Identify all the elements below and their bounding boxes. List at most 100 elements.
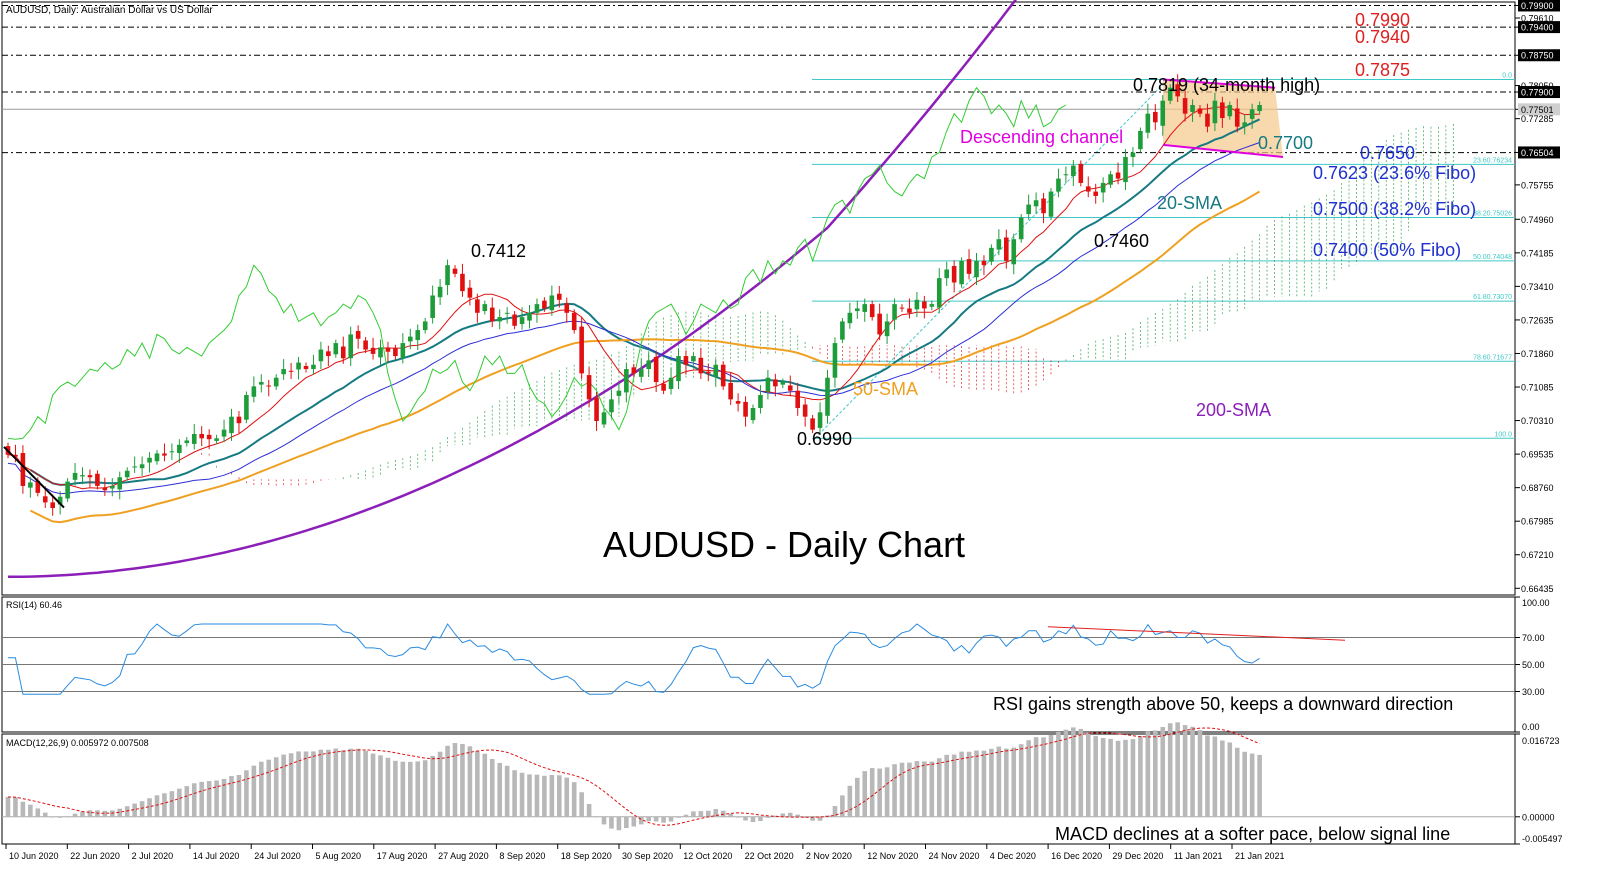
candle-body <box>825 377 830 416</box>
candle-body <box>1227 105 1233 117</box>
macd-bar <box>1257 754 1262 817</box>
macd-bar <box>497 762 502 817</box>
candle-body <box>1197 108 1203 114</box>
macd-signal-line <box>7 727 1260 826</box>
candle-body <box>1220 102 1225 119</box>
candle-body <box>877 313 882 335</box>
macd-bar <box>1220 740 1225 817</box>
date-label: 29 Dec 2020 <box>1112 851 1163 861</box>
candle-body <box>1078 163 1084 183</box>
candle-body <box>1018 217 1024 240</box>
macd-bar <box>1100 737 1106 817</box>
candle-body <box>512 314 517 326</box>
candle-body <box>13 454 18 457</box>
candle-body <box>296 362 301 370</box>
candle-body <box>42 496 48 503</box>
candle-body <box>1011 239 1017 265</box>
price-tick-label: 0.77501 <box>1521 105 1554 115</box>
price-tick-label: 0.79610 <box>1521 14 1554 24</box>
candle-body <box>57 496 63 505</box>
macd-bar <box>393 760 398 817</box>
candle-body <box>1056 178 1061 192</box>
macd-bar <box>110 810 115 817</box>
fibo-label: 100.0 <box>1494 431 1512 438</box>
macd-bar <box>214 780 219 817</box>
sma200-label: 200-SMA <box>1196 400 1271 420</box>
macd-bar <box>1004 748 1009 817</box>
candle-body <box>840 321 845 340</box>
rsi-tick-label: 100.00 <box>1522 598 1550 608</box>
candle-body <box>631 367 637 374</box>
macd-bar <box>780 813 786 817</box>
macd-bar <box>847 785 853 817</box>
candle-body <box>817 412 823 428</box>
macd-bar <box>460 743 465 817</box>
macd-header: MACD(12,26,9) 0.005972 0.007508 <box>6 738 149 748</box>
candle-body <box>601 412 607 425</box>
candle-body <box>743 401 748 417</box>
candle-body <box>154 453 160 462</box>
candle-body <box>691 356 696 362</box>
candle-body <box>638 369 644 377</box>
macd-bar <box>191 783 197 817</box>
date-label: 12 Nov 2020 <box>867 851 918 861</box>
macd-bar <box>378 755 383 817</box>
macd-bar <box>385 757 391 817</box>
candle-body <box>393 348 398 357</box>
candle-body <box>206 434 212 440</box>
fibo-label: 50.00.74048 <box>1473 254 1512 261</box>
macd-bar <box>452 743 458 817</box>
candle-body <box>259 382 264 385</box>
macd-bar <box>557 775 562 817</box>
price-tick-label: 0.72635 <box>1521 315 1554 325</box>
macd-bar <box>512 770 517 817</box>
candle-body <box>1182 98 1188 114</box>
candle-body <box>20 453 26 486</box>
fibo-label: 38.20.75026 <box>1473 211 1512 218</box>
macd-bar <box>706 810 711 817</box>
date-label: 22 Oct 2020 <box>745 851 794 861</box>
macd-bar <box>1018 744 1024 817</box>
candle-body <box>311 364 316 370</box>
candle-body <box>981 260 987 266</box>
macd-bar <box>631 816 637 827</box>
candle-body <box>214 438 219 441</box>
macd-bar <box>579 792 584 817</box>
candle-body <box>668 377 674 389</box>
macd-bar <box>415 761 421 817</box>
level-7700: 0.7700 <box>1258 133 1313 153</box>
level-7990: 0.7990 <box>1355 10 1410 30</box>
candle-body <box>1153 111 1158 123</box>
candle-body <box>1123 156 1128 183</box>
candle-body <box>415 330 421 341</box>
candle-body <box>832 343 838 378</box>
candle-body <box>765 377 771 392</box>
rsi-note: RSI gains strength above 50, keeps a dow… <box>993 694 1453 714</box>
macd-bar <box>72 813 78 817</box>
candle-body <box>355 330 361 339</box>
candle-body <box>333 343 339 355</box>
candle-body <box>244 395 249 420</box>
macd-bar <box>147 798 152 817</box>
candle-body <box>609 399 614 413</box>
candle-body <box>706 371 711 374</box>
candle-body <box>989 247 994 262</box>
candle-body <box>281 369 286 375</box>
macd-bar <box>832 806 838 817</box>
macd-bar <box>162 793 167 817</box>
candle-body <box>758 395 763 409</box>
indicator-lines <box>7 0 1261 579</box>
candle-body <box>1063 174 1069 176</box>
price-tag <box>1518 103 1560 116</box>
price-tag <box>1518 49 1560 62</box>
macd-bar <box>1234 747 1240 817</box>
candle-body <box>385 347 391 352</box>
macd-bar <box>35 808 41 817</box>
macd-bar <box>877 768 882 817</box>
candle-body <box>1249 109 1255 119</box>
date-label: 14 Jul 2020 <box>193 851 240 861</box>
candle-body <box>713 364 719 377</box>
candle-body <box>1190 105 1195 112</box>
